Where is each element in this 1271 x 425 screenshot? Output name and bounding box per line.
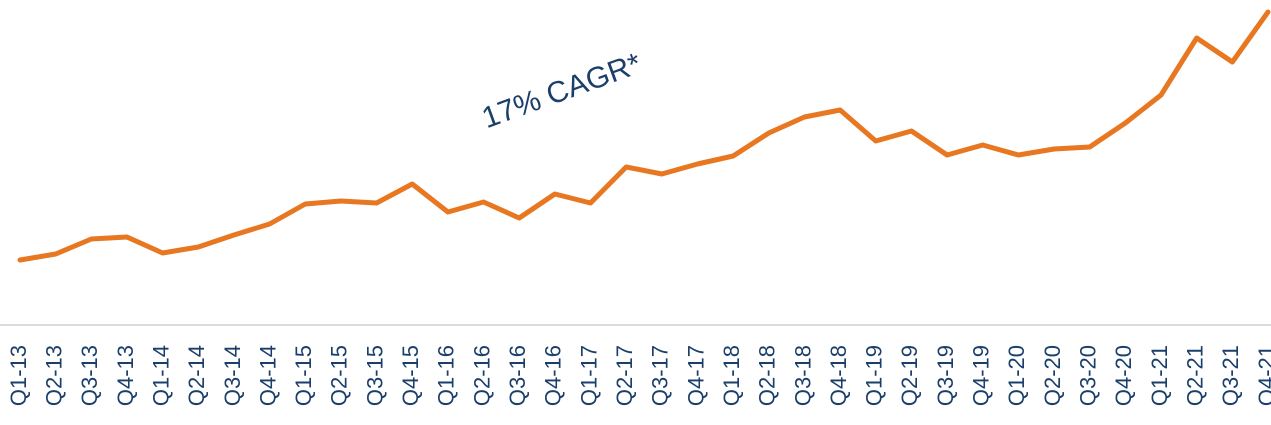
x-tick-label: Q1-16 bbox=[434, 345, 459, 406]
x-tick-label: Q3-18 bbox=[790, 345, 815, 406]
x-tick-label: Q4-21 bbox=[1254, 345, 1271, 406]
x-tick-label: Q3-17 bbox=[648, 345, 673, 406]
x-tick-label: Q3-21 bbox=[1218, 345, 1243, 406]
x-tick-label: Q4-20 bbox=[1111, 345, 1136, 406]
x-tick-label: Q3-16 bbox=[505, 345, 530, 406]
x-tick-label: Q4-16 bbox=[541, 345, 566, 406]
x-tick-label: Q1-18 bbox=[719, 345, 744, 406]
x-tick-label: Q1-15 bbox=[291, 345, 316, 406]
x-tick-label: Q2-19 bbox=[897, 345, 922, 406]
x-tick-label: Q4-19 bbox=[969, 345, 994, 406]
x-tick-label: Q4-18 bbox=[826, 345, 851, 406]
x-tick-label: Q3-20 bbox=[1076, 345, 1101, 406]
x-tick-label: Q3-13 bbox=[77, 345, 102, 406]
x-tick-label: Q1-19 bbox=[862, 345, 887, 406]
x-tick-label: Q1-20 bbox=[1004, 345, 1029, 406]
x-tick-label: Q1-17 bbox=[576, 345, 601, 406]
x-tick-label: Q3-14 bbox=[220, 345, 245, 406]
x-tick-label: Q4-15 bbox=[398, 345, 423, 406]
annotation: 17% CAGR* bbox=[478, 47, 646, 135]
x-tick-label: Q3-15 bbox=[362, 345, 387, 406]
x-tick-label: Q2-20 bbox=[1040, 345, 1065, 406]
x-tick-label: Q2-21 bbox=[1182, 345, 1207, 406]
x-tick-label: Q2-16 bbox=[469, 345, 494, 406]
x-tick-label: Q3-19 bbox=[933, 345, 958, 406]
x-tick-label: Q2-15 bbox=[327, 345, 352, 406]
x-tick-label: Q4-17 bbox=[683, 345, 708, 406]
x-tick-label: Q2-14 bbox=[184, 345, 209, 406]
x-tick-label: Q2-13 bbox=[41, 345, 66, 406]
x-tick-label: Q4-13 bbox=[113, 345, 138, 406]
x-tick-label: Q2-17 bbox=[612, 345, 637, 406]
x-tick-label: Q2-18 bbox=[755, 345, 780, 406]
x-tick-label: Q1-13 bbox=[6, 345, 31, 406]
line bbox=[17, 9, 1271, 263]
x-tick-label: Q4-14 bbox=[255, 345, 280, 406]
x-tick-label: Q1-21 bbox=[1147, 345, 1172, 406]
x-tick-label: Q1-14 bbox=[148, 345, 173, 406]
